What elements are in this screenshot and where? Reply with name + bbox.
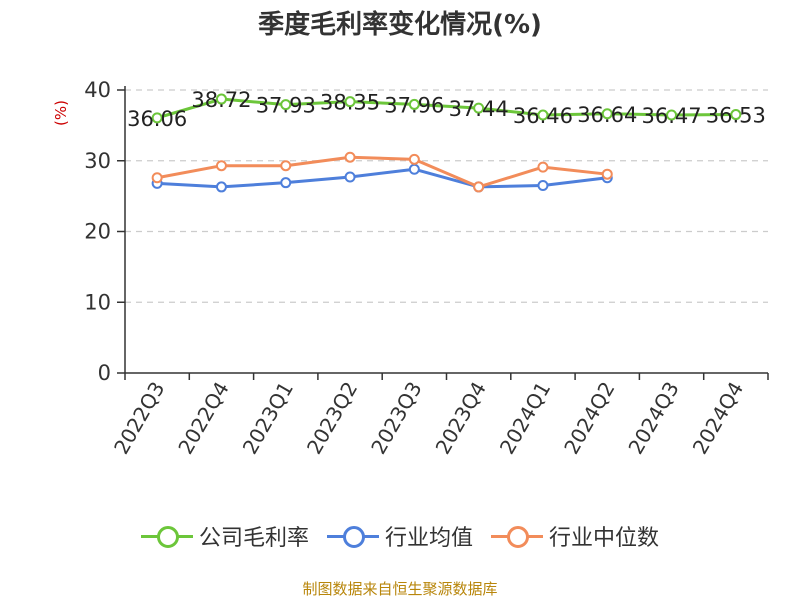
data-point xyxy=(537,161,549,173)
data-point xyxy=(473,102,485,114)
data-label: 36.06 xyxy=(127,107,187,131)
data-point xyxy=(601,168,613,180)
data-point xyxy=(215,93,227,105)
data-point xyxy=(280,177,292,189)
legend-label: 行业中位数 xyxy=(549,526,660,551)
y-tick-label: 0 xyxy=(98,361,111,385)
data-point xyxy=(408,153,420,165)
data-point xyxy=(601,108,613,120)
data-point xyxy=(215,160,227,172)
data-point xyxy=(280,160,292,172)
x-tick-label: 2022Q3 xyxy=(109,378,169,459)
legend-item[interactable]: 行业均值 xyxy=(326,520,473,552)
data-label: 36.46 xyxy=(513,104,573,128)
data-label: 38.72 xyxy=(191,88,251,112)
x-tick-label: 2023Q4 xyxy=(431,378,491,459)
chart-title: 季度毛利率变化情况(%) xyxy=(258,10,542,40)
data-point xyxy=(344,151,356,163)
data-point xyxy=(280,99,292,111)
x-tick-label: 2024Q1 xyxy=(495,378,555,459)
x-tick-label: 2023Q1 xyxy=(238,378,298,459)
data-point xyxy=(408,163,420,175)
data-label: 36.47 xyxy=(641,104,701,128)
data-label: 37.44 xyxy=(449,97,509,121)
data-point xyxy=(537,180,549,192)
legend-marker xyxy=(326,525,379,548)
x-tick-label: 2022Q4 xyxy=(173,378,233,459)
x-tick-label: 2024Q3 xyxy=(623,378,683,459)
x-tick-label: 2024Q2 xyxy=(559,378,619,459)
legend-label: 行业均值 xyxy=(384,526,473,551)
legend-item[interactable]: 行业中位数 xyxy=(491,520,659,552)
series-line-0 xyxy=(156,97,736,120)
series-line-2 xyxy=(156,155,608,189)
data-point xyxy=(666,109,678,121)
legend-marker xyxy=(491,525,543,548)
x-tick-label: 2023Q3 xyxy=(366,378,426,459)
legend: 公司毛利率 行业均值 行业中位数 xyxy=(0,520,800,552)
data-point xyxy=(730,109,742,121)
data-point xyxy=(473,181,485,193)
legend-marker xyxy=(140,525,193,548)
series-line-1 xyxy=(157,167,608,189)
data-label: 36.53 xyxy=(706,104,766,128)
legend-item[interactable]: 公司毛利率 xyxy=(140,520,309,552)
data-point xyxy=(344,96,356,108)
data-point xyxy=(151,172,163,184)
y-tick-label: 20 xyxy=(84,220,111,244)
data-point xyxy=(537,109,549,121)
data-label: 37.96 xyxy=(384,93,444,117)
data-point xyxy=(215,181,227,193)
data-source-note: 制图数据来自恒生聚源数据库 xyxy=(302,580,498,598)
data-point xyxy=(344,171,356,183)
y-tick-label: 30 xyxy=(84,149,111,173)
data-label: 37.93 xyxy=(256,94,316,118)
legend-label: 公司毛利率 xyxy=(198,526,309,551)
y-tick-label: 40 xyxy=(84,78,111,102)
x-tick-label: 2023Q2 xyxy=(302,378,362,459)
data-point xyxy=(408,98,420,110)
data-label: 38.35 xyxy=(320,91,380,115)
data-point xyxy=(151,112,163,124)
data-label: 36.64 xyxy=(577,103,637,127)
y-tick-label: 10 xyxy=(84,290,111,314)
x-tick-label: 2024Q4 xyxy=(688,378,748,459)
